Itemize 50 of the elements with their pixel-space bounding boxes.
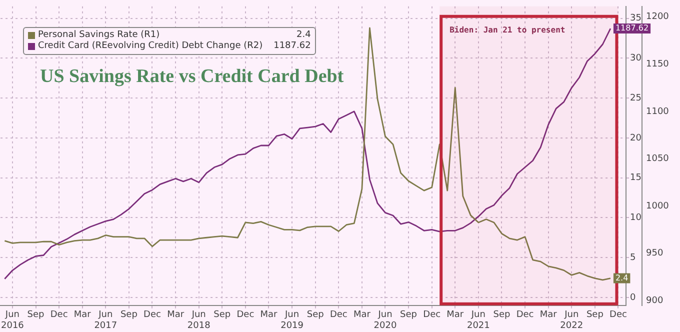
x-tick-label: Dec: [236, 310, 254, 320]
y2-tick-label: 1200: [646, 12, 670, 22]
x-tick-label: Dec: [50, 310, 68, 320]
y2-tick-label: 1150: [646, 59, 670, 70]
x-tick-label: Jun 2020: [374, 310, 397, 331]
x-tick-label: Jun 2018: [187, 310, 211, 331]
x-tick-label: Sep: [400, 310, 418, 320]
x-tick-label: Dec: [144, 310, 162, 320]
y-tick-label: 20: [630, 133, 642, 144]
y2-tick-label: 900: [646, 296, 664, 306]
x-tick-label: Mar: [260, 310, 278, 320]
text: 1187.62: [274, 41, 311, 51]
x-tick-label: Jun 2021: [466, 310, 490, 331]
text: 2.4: [296, 30, 311, 40]
x-tick-label: Mar: [167, 310, 184, 320]
text: US Savings Rate vs Credit Card Debt: [40, 66, 344, 88]
y-tick-label: 0: [630, 292, 636, 303]
x-tick-label: Mar: [353, 310, 371, 320]
band-label: Biden: Jan 21 to present: [450, 25, 566, 34]
y-tick-label: 5: [630, 252, 636, 263]
x-tick-label: Dec: [610, 310, 627, 320]
x-tick-label: Jun 2016: [1, 310, 24, 331]
x-tick-label: Jun 2022: [560, 310, 584, 331]
x-tick-label: Dec: [330, 310, 348, 320]
data-label: 2.4: [615, 273, 628, 282]
x-tick-label: Mar: [74, 310, 92, 320]
x-tick-label: Sep: [306, 310, 324, 320]
x-tick-label: Sep: [493, 310, 511, 320]
x-tick-label: Dec: [423, 310, 441, 320]
y2-tick-label: 1100: [646, 106, 670, 117]
x-tick-label: Jun 2017: [94, 310, 118, 331]
legend-label: Credit Card (REevolving Credit) Debt Change (R2): [38, 41, 263, 52]
x-tick-label: Mar: [446, 310, 464, 320]
y-tick-label: 25: [630, 93, 642, 104]
legend-label: Personal Savings Rate (R1): [38, 30, 160, 41]
data-label: 1187.62: [615, 24, 649, 33]
y2-tick-label: 950: [646, 248, 664, 259]
x-tick-label: Jun 2019: [280, 310, 304, 331]
x-tick-label: Dec: [516, 310, 534, 320]
x-tick-label: Sep: [586, 310, 604, 320]
y-tick-label: 35: [630, 14, 642, 24]
y-tick-label: 30: [630, 54, 642, 64]
y2-tick-label: 1050: [646, 154, 670, 164]
x-tick-label: Mar: [540, 310, 558, 320]
y-tick-label: 10: [630, 213, 642, 224]
x-tick-label: Sep: [214, 310, 231, 320]
y2-tick-label: 1000: [646, 201, 670, 212]
x-tick-label: Sep: [120, 310, 138, 320]
y-tick-label: 15: [630, 173, 642, 184]
x-tick-label: Sep: [27, 310, 45, 320]
